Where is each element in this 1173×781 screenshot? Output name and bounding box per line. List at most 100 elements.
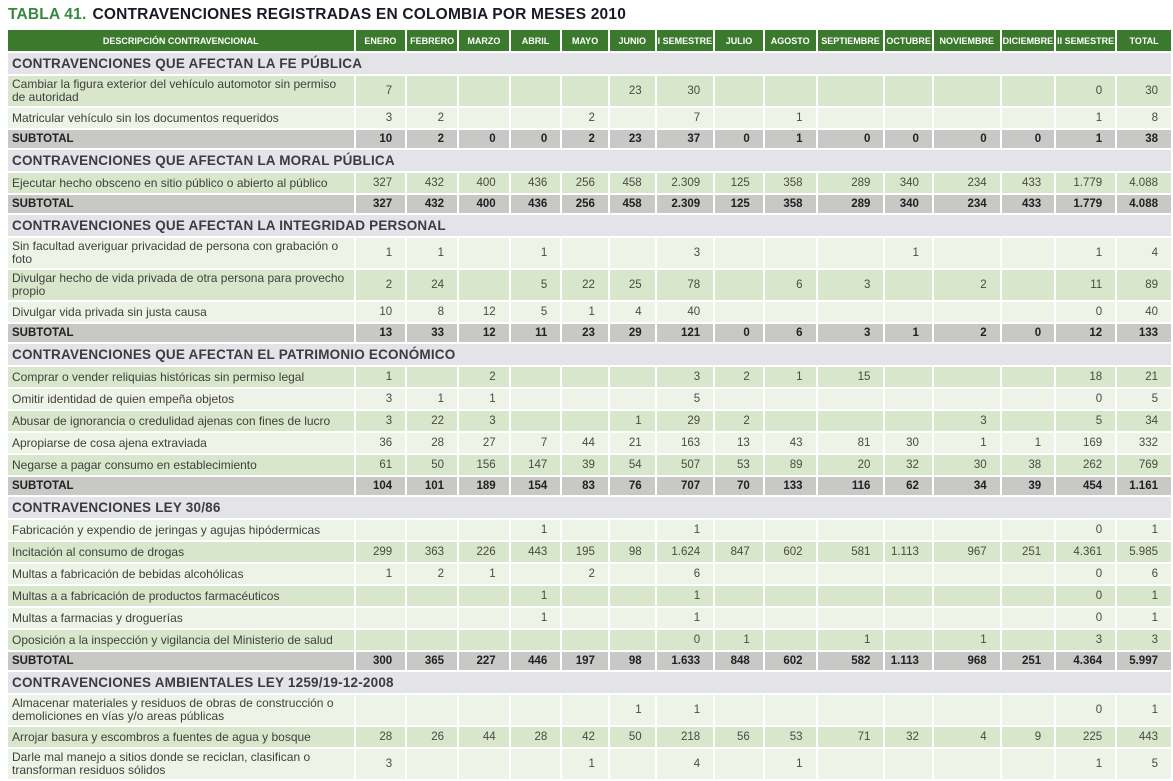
subtotal-value: 76 xyxy=(609,477,655,495)
cell-value xyxy=(715,586,763,606)
data-row: Ejecutar hecho obsceno en sitio público … xyxy=(8,173,1171,193)
cell-value: 61 xyxy=(355,455,406,475)
cell-value: 3 xyxy=(355,411,406,431)
subtotal-value: 256 xyxy=(562,195,608,213)
cell-value: 1 xyxy=(817,630,884,650)
section-header-row: CONTRAVENCIONES QUE AFECTAN LA INTEGRIDA… xyxy=(8,215,1171,236)
cell-value xyxy=(407,76,458,106)
cell-value xyxy=(764,608,816,628)
cell-value xyxy=(817,520,884,540)
cell-value xyxy=(885,302,932,322)
row-description: Oposición a la inspección y vigilancia d… xyxy=(8,630,354,650)
cell-value: 30 xyxy=(1117,76,1171,106)
cell-value xyxy=(885,695,932,725)
cell-value: 28 xyxy=(510,727,561,747)
cell-value: 225 xyxy=(1056,727,1116,747)
cell-value: 1 xyxy=(459,389,509,409)
cell-value: 1 xyxy=(1117,586,1171,606)
cell-value: 2 xyxy=(355,270,406,300)
cell-value: 2 xyxy=(459,367,509,387)
cell-value xyxy=(1001,608,1055,628)
cell-value: 1 xyxy=(1056,238,1116,268)
cell-value xyxy=(817,411,884,431)
cell-value: 1 xyxy=(510,238,561,268)
subtotal-value: 121 xyxy=(656,324,714,342)
cell-value: 1 xyxy=(764,108,816,128)
data-row: Arrojar basura y escombros a fuentes de … xyxy=(8,727,1171,747)
month-column-header-10: OCTUBRE xyxy=(885,30,932,51)
contraventions-table: DESCRIPCIÓN CONTRAVENCIONAL ENERO FEBRERO M… xyxy=(6,28,1173,781)
cell-value: 56 xyxy=(715,727,763,747)
row-description: Multas a fabricación de bebidas alcohóli… xyxy=(8,564,354,584)
data-row: Apropiarse de cosa ajena extraviada 36 28 2… xyxy=(8,433,1171,453)
cell-value: 327 xyxy=(355,173,406,193)
cell-value: 5 xyxy=(656,389,714,409)
cell-value: 24 xyxy=(407,270,458,300)
cell-value: 50 xyxy=(407,455,458,475)
row-description: Almacenar materiales y residuos de obras… xyxy=(8,695,354,725)
cell-value: 6 xyxy=(764,270,816,300)
subtotal-value: 62 xyxy=(885,477,932,495)
cell-value: 3 xyxy=(1117,630,1171,650)
cell-value: 234 xyxy=(933,173,1000,193)
subtotal-value: 104 xyxy=(355,477,406,495)
cell-value xyxy=(715,238,763,268)
cell-value: 3 xyxy=(656,367,714,387)
section-title: CONTRAVENCIONES QUE AFECTAN LA FE PÚBLIC… xyxy=(8,53,1171,74)
data-row: Multas a a fabricación de productos farm… xyxy=(8,586,1171,606)
row-description: Divulgar hecho de vida privada de otra p… xyxy=(8,270,354,300)
cell-value xyxy=(933,238,1000,268)
cell-value: 26 xyxy=(407,727,458,747)
subtotal-value: 1.113 xyxy=(885,652,932,670)
cell-value xyxy=(764,238,816,268)
subtotal-value: 1.633 xyxy=(656,652,714,670)
row-description: Fabricación y expendio de jeringas y agu… xyxy=(8,520,354,540)
cell-value: 7 xyxy=(656,108,714,128)
subtotal-value: 83 xyxy=(562,477,608,495)
cell-value xyxy=(407,630,458,650)
cell-value: 443 xyxy=(1117,727,1171,747)
cell-value: 4.361 xyxy=(1056,542,1116,562)
cell-value: 1 xyxy=(656,695,714,725)
cell-value xyxy=(817,76,884,106)
table-body: CONTRAVENCIONES QUE AFECTAN LA FE PÚBLIC… xyxy=(8,53,1171,779)
cell-value xyxy=(510,108,561,128)
data-row: Fabricación y expendio de jeringas y agu… xyxy=(8,520,1171,540)
row-description: Comprar o vender reliquias históricas si… xyxy=(8,367,354,387)
cell-value xyxy=(1001,302,1055,322)
subtotal-value: 133 xyxy=(764,477,816,495)
row-description: Omitir identidad de quien empeña objetos xyxy=(8,389,354,409)
cell-value: 89 xyxy=(1117,270,1171,300)
cell-value xyxy=(1001,108,1055,128)
cell-value xyxy=(609,564,655,584)
cell-value: 0 xyxy=(1056,586,1116,606)
cell-value xyxy=(355,630,406,650)
cell-value xyxy=(562,586,608,606)
cell-value xyxy=(885,108,932,128)
cell-value: 1 xyxy=(510,608,561,628)
month-column-header-2: MARZO xyxy=(459,30,509,51)
data-row: Almacenar materiales y residuos de obras… xyxy=(8,695,1171,725)
subtotal-value: 197 xyxy=(562,652,608,670)
subtotal-value: 848 xyxy=(715,652,763,670)
subtotal-value: 0 xyxy=(933,130,1000,148)
cell-value xyxy=(764,564,816,584)
row-description: Darle mal manejo a sitios donde se recic… xyxy=(8,749,354,779)
subtotal-value: 5.997 xyxy=(1117,652,1171,670)
cell-value xyxy=(510,749,561,779)
cell-value: 256 xyxy=(562,173,608,193)
cell-value xyxy=(609,389,655,409)
subtotal-value: 10 xyxy=(355,130,406,148)
cell-value xyxy=(764,520,816,540)
cell-value: 34 xyxy=(1117,411,1171,431)
cell-value xyxy=(817,695,884,725)
section-title: CONTRAVENCIONES QUE AFECTAN LA INTEGRIDA… xyxy=(8,215,1171,236)
cell-value xyxy=(562,695,608,725)
cell-value: 1 xyxy=(510,520,561,540)
cell-value xyxy=(562,76,608,106)
cell-value xyxy=(715,302,763,322)
cell-value: 9 xyxy=(1001,727,1055,747)
subtotal-value: 227 xyxy=(459,652,509,670)
subtotal-row: SUBTOTAL 327 432 400 436 256 458 2.309 125 358 289… xyxy=(8,195,1171,213)
row-description: Apropiarse de cosa ajena extraviada xyxy=(8,433,354,453)
